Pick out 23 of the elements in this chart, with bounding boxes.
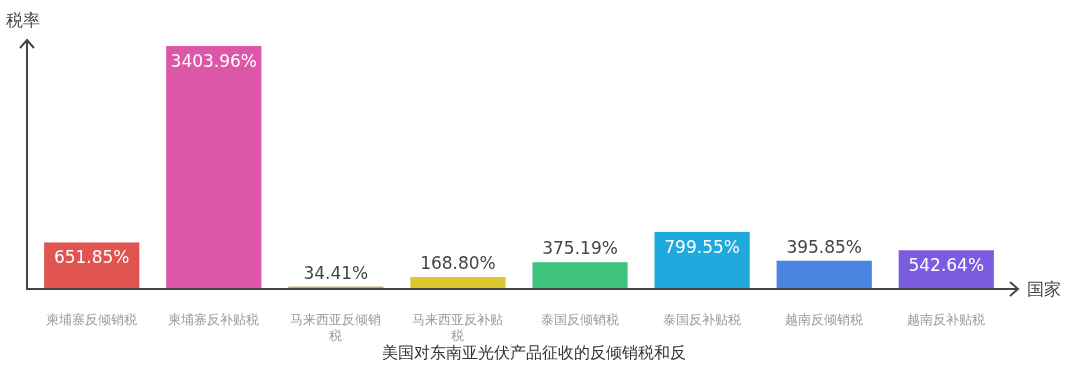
x-tick-label: 马来西亚反补贴税 [412, 312, 504, 343]
data-label: 3403.96% [170, 51, 258, 71]
x-tick-label: 柬埔寨反补贴税 [168, 312, 260, 327]
data-label: 375.19% [542, 238, 618, 259]
x-tick-label: 越南反补贴税 [907, 312, 986, 327]
data-label: 542.64% [908, 255, 985, 276]
x-axis-title: 国家 [1027, 279, 1061, 299]
x-tick-label: 越南反倾销税 [785, 312, 864, 327]
bar [776, 260, 872, 289]
bar [410, 276, 506, 289]
x-tick-label: 马来西亚反倾销税 [290, 312, 382, 343]
data-label: 651.85% [53, 247, 130, 268]
x-tick-label: 泰国反倾销税 [541, 312, 620, 327]
text: 美国对东南亚光伏产品征收的反倾销税和反 [382, 343, 686, 362]
y-axis-title: 税率 [6, 10, 40, 30]
x-tick-label: 柬埔寨反倾销税 [46, 312, 138, 327]
data-label: 395.85% [786, 236, 863, 257]
data-label: 34.41% [303, 262, 369, 283]
bar [166, 46, 262, 289]
data-label: 799.55% [664, 236, 740, 257]
x-tick-label: 泰国反补贴税 [663, 312, 742, 327]
bar [532, 262, 628, 289]
data-label: 168.80% [420, 252, 496, 273]
